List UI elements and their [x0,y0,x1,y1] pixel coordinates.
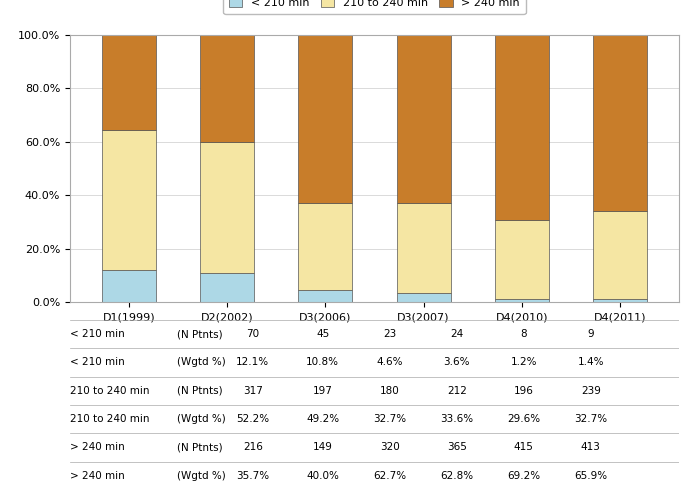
Text: < 210 min: < 210 min [70,329,125,339]
Bar [397,292,451,302]
Text: 210 to 240 min: 210 to 240 min [70,386,150,396]
Text: 32.7%: 32.7% [574,414,608,424]
Text: 320: 320 [380,442,400,452]
Text: 29.6%: 29.6% [507,414,540,424]
Text: 12.1%: 12.1% [236,358,270,368]
Bar [397,203,451,292]
Text: 3.6%: 3.6% [444,358,470,368]
Bar [102,270,156,302]
Text: 212: 212 [447,386,467,396]
Bar [200,35,254,142]
Bar [200,142,254,274]
Text: (N Ptnts): (N Ptnts) [176,442,222,452]
Bar [298,35,352,202]
Text: 239: 239 [581,386,601,396]
Text: 8: 8 [520,329,527,339]
Text: 196: 196 [514,386,533,396]
Text: 62.7%: 62.7% [373,471,406,481]
Text: 1.4%: 1.4% [578,358,604,368]
Text: 45: 45 [316,329,330,339]
Text: 10.8%: 10.8% [306,358,340,368]
Text: 317: 317 [243,386,262,396]
Text: < 210 min: < 210 min [70,358,125,368]
Text: 197: 197 [313,386,332,396]
Text: 180: 180 [380,386,400,396]
Text: 210 to 240 min: 210 to 240 min [70,414,150,424]
Legend: < 210 min, 210 to 240 min, > 240 min: < 210 min, 210 to 240 min, > 240 min [223,0,526,14]
Text: (Wgtd %): (Wgtd %) [176,414,225,424]
Bar [397,35,451,203]
Text: 413: 413 [581,442,601,452]
Text: 70: 70 [246,329,259,339]
Text: 69.2%: 69.2% [507,471,540,481]
Text: 415: 415 [514,442,533,452]
Text: 1.2%: 1.2% [510,358,537,368]
Bar [593,298,647,302]
Text: 9: 9 [587,329,594,339]
Text: 216: 216 [243,442,262,452]
Text: 49.2%: 49.2% [306,414,340,424]
Bar [495,220,549,299]
Bar [593,211,647,298]
Bar [495,35,549,220]
Text: 32.7%: 32.7% [373,414,406,424]
Text: 40.0%: 40.0% [307,471,340,481]
Text: (Wgtd %): (Wgtd %) [176,471,225,481]
Bar [200,274,254,302]
Bar [298,290,352,302]
Text: 33.6%: 33.6% [440,414,473,424]
Text: 65.9%: 65.9% [574,471,608,481]
Text: 23: 23 [383,329,396,339]
Text: 62.8%: 62.8% [440,471,473,481]
Text: (N Ptnts): (N Ptnts) [176,329,222,339]
Bar [102,130,156,270]
Text: 149: 149 [313,442,332,452]
Text: > 240 min: > 240 min [70,471,125,481]
Bar [298,202,352,290]
Text: 52.2%: 52.2% [236,414,270,424]
Bar [102,35,156,130]
Text: 4.6%: 4.6% [377,358,403,368]
Text: (Wgtd %): (Wgtd %) [176,358,225,368]
Text: (N Ptnts): (N Ptnts) [176,386,222,396]
Text: 35.7%: 35.7% [236,471,270,481]
Text: > 240 min: > 240 min [70,442,125,452]
Bar [593,35,647,211]
Text: 24: 24 [450,329,463,339]
Bar [495,299,549,302]
Text: 365: 365 [447,442,467,452]
